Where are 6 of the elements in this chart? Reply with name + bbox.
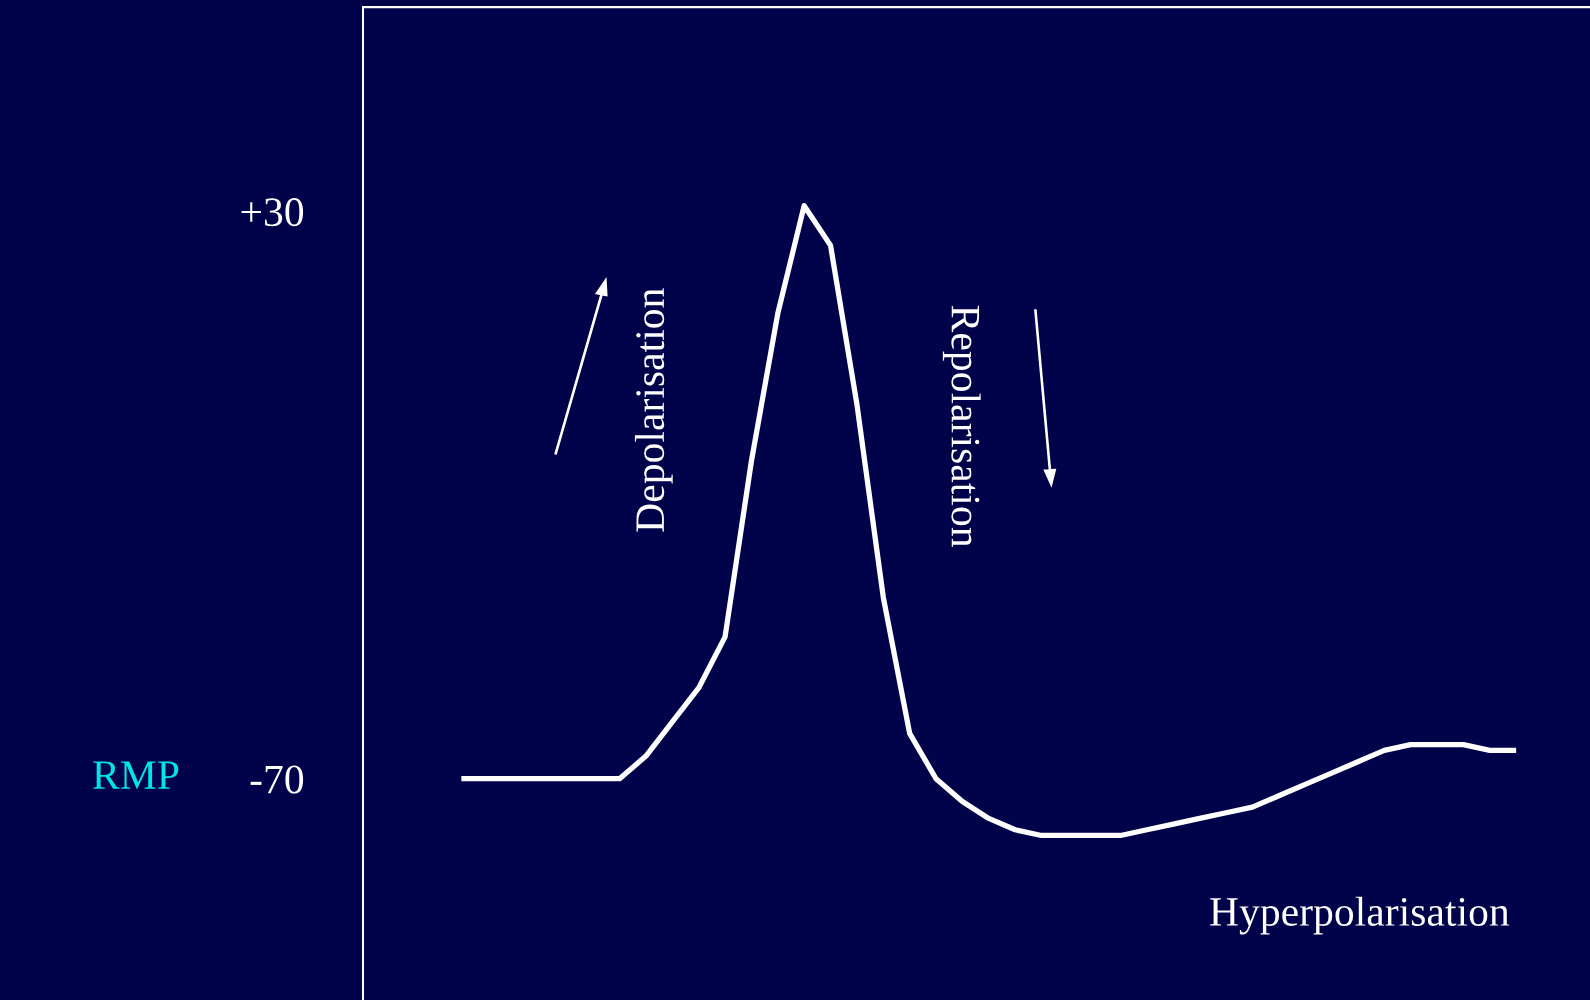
annotation: Depolarisation [634, 288, 673, 532]
annotation: Hyperpolarisation [1210, 896, 1510, 935]
y-tick-label: -70 [250, 765, 304, 794]
annotation: Repolarisation [942, 305, 981, 547]
y-tick-label: +30 [241, 198, 304, 227]
text: RMP [93, 761, 179, 789]
